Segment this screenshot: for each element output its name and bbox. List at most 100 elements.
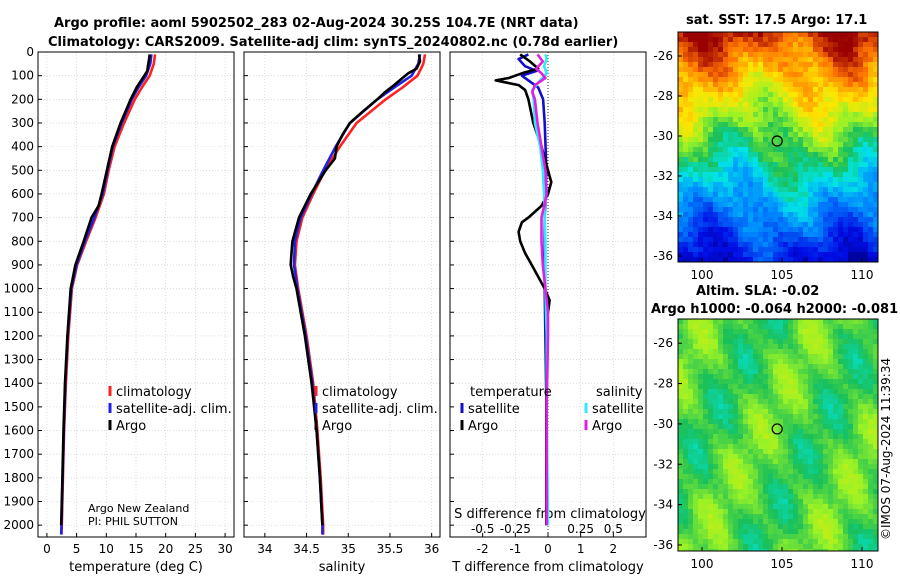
map-cell xyxy=(698,469,704,475)
map-cell xyxy=(813,399,819,405)
map-cell xyxy=(698,399,704,405)
map-cell xyxy=(753,329,759,335)
map-cell xyxy=(858,469,864,475)
map-cell xyxy=(728,217,734,223)
map-cell xyxy=(833,132,839,138)
map-cell xyxy=(713,47,719,53)
float-pi: PI: PHIL SUTTON xyxy=(88,515,178,528)
map-cell xyxy=(718,429,724,435)
map-cell xyxy=(718,157,724,163)
map-cell xyxy=(833,489,839,495)
map-cell xyxy=(813,97,819,103)
map-cell xyxy=(763,329,769,335)
map-cell xyxy=(833,549,839,551)
map-cell xyxy=(868,222,874,228)
map-cell xyxy=(793,324,799,330)
map-cell xyxy=(713,252,719,258)
map-cell xyxy=(778,67,784,73)
map-cell xyxy=(693,47,699,53)
map-cell xyxy=(678,329,684,335)
map-cell xyxy=(763,177,769,183)
map-cell xyxy=(828,227,834,233)
map-cell xyxy=(723,62,729,68)
map-cell xyxy=(688,479,694,485)
map-cell xyxy=(683,177,689,183)
map-cell xyxy=(833,404,839,410)
x-axis-label: salinity xyxy=(319,560,366,575)
map-cell xyxy=(813,72,819,78)
map-cell xyxy=(778,37,784,43)
map-cell xyxy=(738,529,744,535)
map-cell xyxy=(728,439,734,445)
map-cell xyxy=(718,107,724,113)
ytick-label: 1300 xyxy=(3,353,34,367)
map-cell xyxy=(863,474,869,480)
map-cell xyxy=(858,222,864,228)
map-cell xyxy=(843,197,849,203)
map-cell xyxy=(863,97,869,103)
map-cell xyxy=(738,227,744,233)
map-cell xyxy=(703,504,709,510)
map-cell xyxy=(838,434,844,440)
map-cell xyxy=(718,112,724,118)
map-cell xyxy=(683,82,689,88)
map-cell xyxy=(818,152,824,158)
map-cell xyxy=(688,434,694,440)
map-cell xyxy=(798,484,804,490)
map-cell xyxy=(828,444,834,450)
map-cell xyxy=(863,499,869,505)
map-cell xyxy=(748,524,754,530)
map-cell xyxy=(708,504,714,510)
map-cell xyxy=(823,127,829,133)
map-cell xyxy=(783,152,789,158)
map-cell xyxy=(708,444,714,450)
map-cell xyxy=(718,474,724,480)
map-cell xyxy=(803,212,809,218)
map-cell xyxy=(718,222,724,228)
map-cell xyxy=(798,147,804,153)
map-cell xyxy=(778,489,784,495)
map-cell xyxy=(768,112,774,118)
map-cell xyxy=(873,424,878,430)
map-cell xyxy=(813,484,819,490)
map-cell xyxy=(718,177,724,183)
map-cell xyxy=(688,344,694,350)
map-cell xyxy=(683,394,689,400)
map-cell xyxy=(818,37,824,43)
map-cell xyxy=(808,509,814,515)
map-cell xyxy=(853,369,859,375)
map-cell xyxy=(793,92,799,98)
map-cell xyxy=(683,247,689,253)
map-cell xyxy=(748,484,754,490)
map-cell xyxy=(703,419,709,425)
map-cell xyxy=(713,192,719,198)
map-cell xyxy=(773,142,779,148)
map-cell xyxy=(758,142,764,148)
map-cell xyxy=(773,197,779,203)
map-cell xyxy=(788,192,794,198)
map-cell xyxy=(728,167,734,173)
map-cell xyxy=(803,419,809,425)
map-cell xyxy=(833,504,839,510)
map-cell xyxy=(723,334,729,340)
map-cell xyxy=(758,112,764,118)
map-cell xyxy=(768,514,774,520)
map-cell xyxy=(763,449,769,455)
imos-timestamp: ©IMOS 07-Aug-2024 11:39:34 xyxy=(879,358,893,540)
map-cell xyxy=(848,117,854,123)
map-cell xyxy=(748,464,754,470)
map-cell xyxy=(803,57,809,63)
map-cell xyxy=(808,319,814,325)
map-cell xyxy=(768,62,774,68)
map-cell xyxy=(803,152,809,158)
map-cell xyxy=(848,414,854,420)
map-cell xyxy=(818,364,824,370)
map-cell xyxy=(848,494,854,500)
map-cell xyxy=(753,57,759,63)
map-cell xyxy=(688,62,694,68)
map-cell xyxy=(758,344,764,350)
map-cell xyxy=(778,42,784,48)
map-cell xyxy=(868,152,874,158)
map-cell xyxy=(773,97,779,103)
map-cell xyxy=(838,212,844,218)
